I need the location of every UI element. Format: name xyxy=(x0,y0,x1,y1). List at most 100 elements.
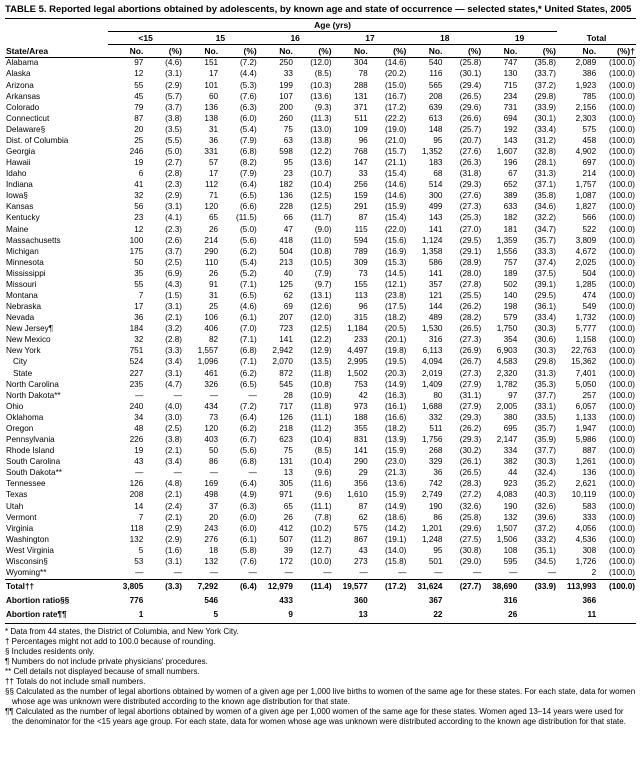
no-cell: 1,201 xyxy=(407,523,443,534)
no-cell: 1,757 xyxy=(557,180,597,191)
pct-cell: (2.9) xyxy=(144,534,183,545)
no-cell: 501 xyxy=(407,556,443,567)
pct-cell: (10.3) xyxy=(294,80,333,91)
col-state: State/Area xyxy=(5,44,108,57)
pct-cell: (12.5) xyxy=(294,191,333,202)
no-cell: 226 xyxy=(108,435,144,446)
no-cell: 12,979 xyxy=(258,579,294,594)
group-lt15: <15 xyxy=(108,31,183,44)
state-cell: Maine xyxy=(5,224,108,235)
no-cell: 715 xyxy=(482,80,518,91)
pct-cell: (2.8) xyxy=(144,335,183,346)
pct-cell xyxy=(144,594,183,608)
pct-cell: (30.1) xyxy=(443,69,482,80)
table-row: Connecticut87(3.8)138(6.0)260(11.3)511(2… xyxy=(5,113,636,124)
group-17: 17 xyxy=(333,31,408,44)
pct-cell: — xyxy=(443,567,482,579)
pct-cell: (11.5) xyxy=(219,213,258,224)
pct-cell: (100.0) xyxy=(597,135,636,146)
pct-cell: — xyxy=(144,390,183,401)
no-cell: 326 xyxy=(183,379,219,390)
no-cell: 2,621 xyxy=(557,479,597,490)
pct-cell: (12.9) xyxy=(294,346,333,357)
no-cell: 147 xyxy=(333,158,369,169)
pct-cell: (28.9) xyxy=(443,257,482,268)
no-cell: 120 xyxy=(183,202,219,213)
table-row: Utah14(2.4)37(6.3)65(11.1)87(14.9)190(32… xyxy=(5,501,636,512)
pct-cell: (5.8) xyxy=(219,545,258,556)
no-cell: 575 xyxy=(333,523,369,534)
no-cell: 1,506 xyxy=(482,534,518,545)
no-cell: 107 xyxy=(258,91,294,102)
pct-cell: (37.1) xyxy=(518,180,557,191)
no-cell: 26 xyxy=(258,512,294,523)
pct-cell: (3.1) xyxy=(144,302,183,313)
no-cell: 138 xyxy=(183,113,219,124)
no-cell: 31,624 xyxy=(407,579,443,594)
pct-cell: (26.9) xyxy=(443,346,482,357)
state-cell: Montana xyxy=(5,291,108,302)
no-cell: 115 xyxy=(333,224,369,235)
pct-cell: (15.9) xyxy=(369,446,408,457)
no-cell: 132 xyxy=(108,534,144,545)
pct-cell: (100.0) xyxy=(597,102,636,113)
no-cell: 75 xyxy=(258,446,294,457)
no-cell: 1,184 xyxy=(333,324,369,335)
no-cell: 40 xyxy=(258,268,294,279)
pct-cell: (26.5) xyxy=(443,324,482,335)
no-cell: 717 xyxy=(258,401,294,412)
state-cell: Connecticut xyxy=(5,113,108,124)
no-cell: 723 xyxy=(258,324,294,335)
pct-cell: (25.5) xyxy=(443,291,482,302)
no-cell: 360 xyxy=(333,594,369,608)
state-cell: New York xyxy=(5,346,108,357)
state-cell: Indiana xyxy=(5,180,108,191)
state-cell: State xyxy=(5,368,108,379)
state-cell: Abortion rate¶¶ xyxy=(5,608,108,624)
pct-cell: (100.0) xyxy=(597,579,636,594)
pct-cell: (25.3) xyxy=(443,213,482,224)
table-row: State227(3.1)461(6.2)872(11.8)1,502(20.3… xyxy=(5,368,636,379)
no-cell: 141 xyxy=(333,446,369,457)
pct-cell: (11.1) xyxy=(294,501,333,512)
no-cell: 5,050 xyxy=(557,379,597,390)
pct-cell: (2.1) xyxy=(144,313,183,324)
no-cell: 91 xyxy=(183,279,219,290)
no-cell: 1,409 xyxy=(407,379,443,390)
pct-cell: (100.0) xyxy=(597,69,636,80)
pct-cell: (11.8) xyxy=(294,368,333,379)
state-cell: City xyxy=(5,357,108,368)
no-cell: 356 xyxy=(333,479,369,490)
no-cell: 208 xyxy=(108,490,144,501)
pct-cell: (33.2) xyxy=(518,534,557,545)
pct-cell: — xyxy=(294,567,333,579)
table-row: Arizona55(2.9)101(5.3)199(10.3)288(15.0)… xyxy=(5,80,636,91)
no-cell: 504 xyxy=(557,268,597,279)
table-row: South Dakota**————13(9.6)29(21.3)36(26.5… xyxy=(5,468,636,479)
pct-cell: (100.0) xyxy=(597,113,636,124)
pct-cell: (100.0) xyxy=(597,246,636,257)
no-cell: 108 xyxy=(482,545,518,556)
no-cell: 31 xyxy=(183,291,219,302)
pct-cell: (16.6) xyxy=(369,412,408,423)
pct-cell: (13.6) xyxy=(294,91,333,102)
pct-cell: (6.0) xyxy=(219,512,258,523)
no-cell: 3,809 xyxy=(557,235,597,246)
table-row: Pennsylvania226(3.8)403(6.7)623(10.4)831… xyxy=(5,435,636,446)
pct-cell xyxy=(369,608,408,624)
no-cell: 55 xyxy=(108,80,144,91)
col-no: No. xyxy=(407,44,443,57)
no-cell: 32 xyxy=(108,335,144,346)
no-cell: 233 xyxy=(333,335,369,346)
pct-cell: (2.7) xyxy=(144,158,183,169)
pct-cell: (2.1) xyxy=(144,490,183,501)
no-cell: 586 xyxy=(407,257,443,268)
no-cell: 2,303 xyxy=(557,113,597,124)
state-cell: Colorado xyxy=(5,102,108,113)
no-cell: 218 xyxy=(258,423,294,434)
no-cell: 57 xyxy=(183,158,219,169)
pct-cell: (9.3) xyxy=(294,102,333,113)
footnote: ¶ Numbers do not include private physici… xyxy=(5,657,636,667)
pct-cell: (19.1) xyxy=(369,534,408,545)
pct-cell: (13.5) xyxy=(294,357,333,368)
